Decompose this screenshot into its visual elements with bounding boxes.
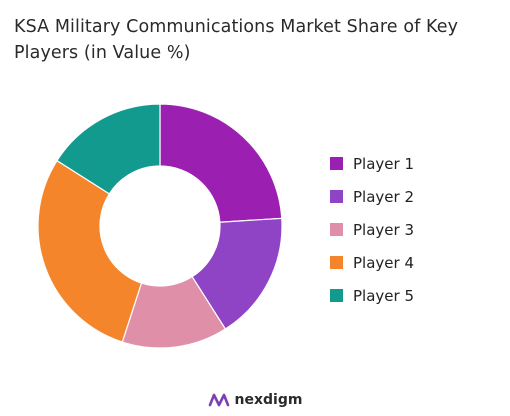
slice-player-5 <box>56 103 161 195</box>
legend-label: Player 2 <box>353 187 414 206</box>
legend-swatch <box>330 256 343 269</box>
legend-label: Player 1 <box>353 154 414 173</box>
legend-item-player-1: Player 1 <box>330 147 414 180</box>
legend-swatch <box>330 190 343 203</box>
legend-swatch <box>330 157 343 170</box>
legend-item-player-3: Player 3 <box>330 213 414 246</box>
chart-title: KSA Military Communications Market Share… <box>14 17 459 63</box>
brand-footer: nexdigm <box>0 392 510 408</box>
legend-label: Player 5 <box>353 286 414 305</box>
nexdigm-logo-icon <box>208 393 229 407</box>
slice-player-2 <box>191 217 283 330</box>
chart-legend: Player 1 Player 2 Player 3 Player 4 Play… <box>330 147 414 312</box>
legend-item-player-5: Player 5 <box>330 279 414 312</box>
legend-swatch <box>330 289 343 302</box>
legend-label: Player 4 <box>353 253 414 272</box>
brand-name: nexdigm <box>234 392 303 408</box>
legend-item-player-2: Player 2 <box>330 180 414 213</box>
legend-label: Player 3 <box>353 220 414 239</box>
legend-item-player-4: Player 4 <box>330 246 414 279</box>
slice-player-4 <box>37 159 143 343</box>
legend-swatch <box>330 223 343 236</box>
slice-player-1 <box>159 103 283 223</box>
